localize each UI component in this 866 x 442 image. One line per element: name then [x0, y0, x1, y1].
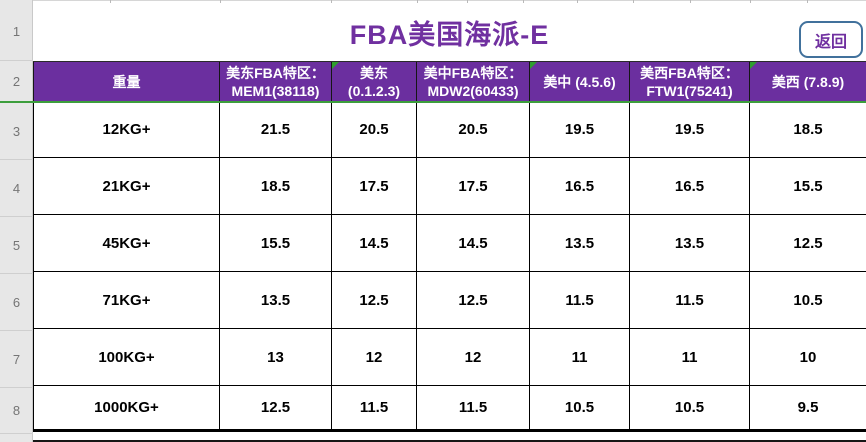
rate-cell[interactable]: 18.5	[750, 101, 866, 157]
column-header-label: 美东	[360, 64, 388, 81]
rate-cell[interactable]: 11	[530, 329, 630, 385]
rate-cell[interactable]: 16.5	[630, 158, 750, 214]
column-header[interactable]: 美东FBA特区： MEM1(38118)	[220, 62, 332, 101]
rate-cell[interactable]: 17.5	[417, 158, 530, 214]
column-header-label: 美西 (7.8.9)	[771, 73, 845, 90]
rate-cell[interactable]: 10.5	[630, 386, 750, 429]
rate-cell[interactable]: 18.5	[220, 158, 332, 214]
column-header-label: 美中 (4.5.6)	[543, 73, 616, 90]
back-button[interactable]: 返回	[799, 21, 863, 58]
rate-cell[interactable]: 11.5	[630, 272, 750, 328]
table-row: 71KG+ 13.5 12.5 12.5 11.5 11.5 10.5	[33, 272, 866, 329]
table-row: 12KG+ 21.5 20.5 20.5 19.5 19.5 18.5	[33, 101, 866, 158]
rate-table: 重量 美东FBA特区： MEM1(38118) 美东 (0.1.2.3) 美中FBA特区：…	[33, 61, 866, 432]
rate-cell[interactable]: 12.5	[750, 215, 866, 271]
sheet-top-gridline	[0, 0, 866, 4]
rate-cell[interactable]: 14.5	[332, 215, 417, 271]
column-tick	[220, 0, 221, 4]
column-header[interactable]: 重量	[33, 62, 220, 101]
rate-cell[interactable]: 12.5	[332, 272, 417, 328]
weight-cell[interactable]: 1000KG+	[33, 386, 220, 429]
rate-cell[interactable]: 12	[417, 329, 530, 385]
weight-cell[interactable]: 71KG+	[33, 272, 220, 328]
weight-cell[interactable]: 12KG+	[33, 101, 220, 157]
row-number[interactable]: 3	[0, 103, 33, 160]
column-tick	[331, 0, 332, 4]
row-number[interactable]: 6	[0, 274, 33, 331]
row-number[interactable]: 5	[0, 217, 33, 274]
rate-cell[interactable]: 13.5	[630, 215, 750, 271]
rate-cell[interactable]: 17.5	[332, 158, 417, 214]
table-row: 21KG+ 18.5 17.5 17.5 16.5 16.5 15.5	[33, 158, 866, 215]
column-tick	[690, 0, 691, 4]
column-header[interactable]: 美东 (0.1.2.3)	[332, 62, 417, 101]
column-header-label: 美西FBA特区：	[640, 64, 739, 81]
row-number[interactable]: 2	[0, 61, 33, 103]
column-tick	[750, 0, 751, 4]
rate-cell[interactable]: 11.5	[530, 272, 630, 328]
rate-cell[interactable]: 14.5	[417, 215, 530, 271]
column-tick	[417, 0, 418, 4]
table-row: 45KG+ 15.5 14.5 14.5 13.5 13.5 12.5	[33, 215, 866, 272]
weight-cell[interactable]: 45KG+	[33, 215, 220, 271]
row-number[interactable]: 1	[0, 3, 33, 61]
weight-cell[interactable]: 100KG+	[33, 329, 220, 385]
row-number[interactable]: 8	[0, 388, 33, 434]
freeze-pane-line	[0, 101, 866, 103]
rate-cell[interactable]: 13.5	[530, 215, 630, 271]
column-header-label: (0.1.2.3)	[347, 82, 401, 99]
rate-cell[interactable]: 19.5	[530, 101, 630, 157]
rate-cell[interactable]: 11	[630, 329, 750, 385]
column-header-label: MEM1(38118)	[231, 82, 320, 99]
rate-cell[interactable]: 21.5	[220, 101, 332, 157]
rate-cell[interactable]: 12.5	[220, 386, 332, 429]
column-header-label: 美中FBA特区：	[423, 64, 523, 81]
rate-cell[interactable]: 9.5	[750, 386, 866, 429]
rate-cell[interactable]: 19.5	[630, 101, 750, 157]
row-number[interactable]: 7	[0, 331, 33, 388]
rate-cell[interactable]: 13	[220, 329, 332, 385]
column-header[interactable]: 美中FBA特区： MDW2(60433)	[417, 62, 530, 101]
column-tick	[523, 0, 524, 4]
table-row: 100KG+ 13 12 12 11 11 10	[33, 329, 866, 386]
rate-cell[interactable]: 15.5	[220, 215, 332, 271]
rate-cell[interactable]: 10.5	[750, 272, 866, 328]
rate-cell[interactable]: 10	[750, 329, 866, 385]
column-header-label: 美东FBA特区：	[226, 64, 325, 81]
column-tick	[110, 0, 111, 4]
rate-cell[interactable]: 16.5	[530, 158, 630, 214]
table-header-row: 重量 美东FBA特区： MEM1(38118) 美东 (0.1.2.3) 美中FBA特区：…	[33, 61, 866, 101]
rate-cell[interactable]: 20.5	[417, 101, 530, 157]
column-tick	[577, 0, 578, 4]
column-header[interactable]: 美中 (4.5.6)	[530, 62, 630, 101]
rate-cell[interactable]: 15.5	[750, 158, 866, 214]
column-header[interactable]: 美西FBA特区： FTW1(75241)	[630, 62, 750, 101]
rate-cell[interactable]: 20.5	[332, 101, 417, 157]
table-row: 1000KG+ 12.5 11.5 11.5 10.5 10.5 9.5	[33, 386, 866, 432]
rate-cell[interactable]: 10.5	[530, 386, 630, 429]
rate-cell[interactable]: 13.5	[220, 272, 332, 328]
row-number[interactable]: 4	[0, 160, 33, 217]
rate-cell[interactable]: 11.5	[332, 386, 417, 429]
rate-cell[interactable]: 12	[332, 329, 417, 385]
column-tick	[807, 0, 808, 4]
weight-cell[interactable]: 21KG+	[33, 158, 220, 214]
next-row-top-border	[33, 440, 866, 442]
page-title: FBA美国海派-E	[349, 19, 550, 50]
rate-cell[interactable]: 11.5	[417, 386, 530, 429]
column-header[interactable]: 美西 (7.8.9)	[750, 62, 866, 101]
column-header-label: MDW2(60433)	[427, 82, 519, 99]
column-header-label: FTW1(75241)	[646, 82, 733, 99]
sheet-title-row[interactable]: FBA美国海派-E	[33, 3, 866, 61]
column-tick	[633, 0, 634, 4]
rate-cell[interactable]: 12.5	[417, 272, 530, 328]
column-header-label: 重量	[112, 73, 141, 90]
column-tick	[467, 0, 468, 4]
